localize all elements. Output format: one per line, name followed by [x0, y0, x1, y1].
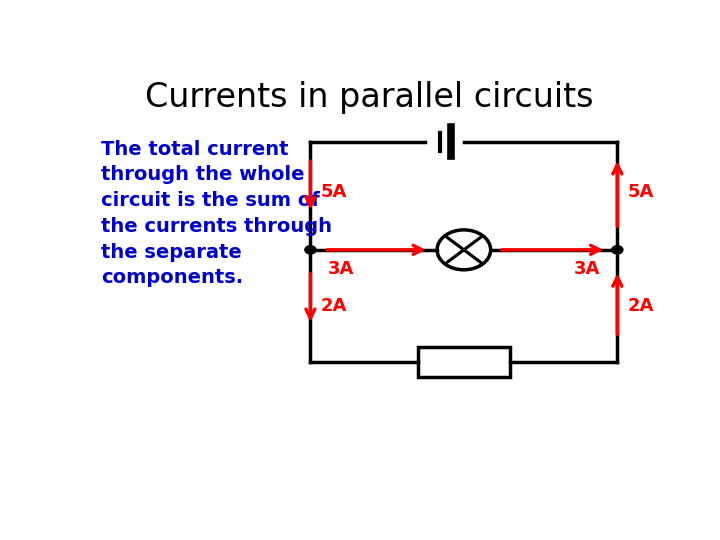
Text: 3A: 3A: [573, 260, 600, 278]
Text: The total current
through the whole
circuit is the sum of
the currents through
t: The total current through the whole circ…: [101, 140, 332, 287]
Text: 2A: 2A: [320, 297, 347, 315]
Text: 2A: 2A: [627, 297, 654, 315]
Text: 3A: 3A: [328, 260, 354, 278]
Bar: [418, 347, 510, 377]
Text: 5A: 5A: [320, 183, 347, 201]
Circle shape: [612, 246, 623, 254]
Text: 5A: 5A: [627, 183, 654, 201]
Circle shape: [305, 246, 316, 254]
Text: Currents in parallel circuits: Currents in parallel circuits: [145, 82, 593, 114]
